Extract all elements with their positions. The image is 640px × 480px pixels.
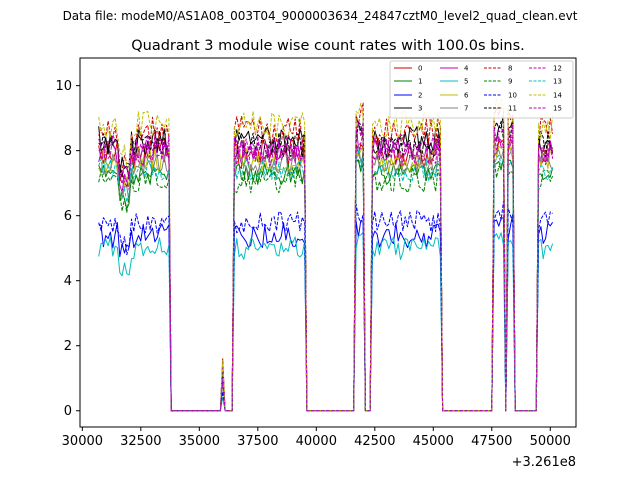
x-tick-label: 37500	[237, 434, 278, 449]
legend-label-9: 9	[508, 78, 512, 86]
y-axis: 0 2 4 6 8 10	[55, 79, 80, 419]
chart-title: Quadrant 3 module wise count rates with …	[131, 38, 525, 54]
y-tick-label: 2	[64, 339, 72, 354]
x-tick-label: 45000	[413, 434, 454, 449]
legend-label-15: 15	[553, 105, 562, 113]
legend-label-13: 13	[553, 78, 562, 86]
legend-label-8: 8	[508, 65, 512, 73]
legend-label-3: 3	[418, 105, 422, 113]
y-tick-label: 8	[64, 144, 72, 159]
legend-box	[389, 60, 574, 119]
legend-label-4: 4	[464, 65, 469, 73]
y-tick-label: 4	[64, 274, 72, 289]
legend-label-12: 12	[553, 65, 562, 73]
x-tick-label: 32500	[120, 434, 161, 449]
x-tick-label: 35000	[179, 434, 220, 449]
x-tick-label: 42500	[354, 434, 395, 449]
x-offset-label: +3.261e8	[512, 455, 576, 470]
x-tick-label: 47500	[471, 434, 512, 449]
legend-label-2: 2	[418, 92, 422, 100]
data-file-suptitle: Data file: modeM0/AS1A08_003T04_90000036…	[63, 9, 578, 23]
x-tick-label: 50000	[530, 434, 571, 449]
x-tick-label: 40000	[296, 434, 337, 449]
legend-label-14: 14	[553, 92, 562, 100]
legend-label-7: 7	[464, 105, 468, 113]
series-line-15	[98, 121, 554, 412]
legend-label-10: 10	[508, 92, 517, 100]
x-tick-label: 30000	[62, 434, 103, 449]
legend-label-5: 5	[464, 78, 468, 86]
y-tick-label: 0	[64, 404, 72, 419]
plot-frame	[79, 57, 577, 428]
legend-label-11: 11	[508, 105, 517, 113]
legend-label-1: 1	[418, 78, 422, 86]
y-tick-label: 10	[55, 79, 72, 94]
y-tick-label: 6	[64, 209, 72, 224]
legend-label-0: 0	[418, 65, 422, 73]
series-layer	[98, 98, 554, 412]
x-axis: 30000 32500 35000 37500 40000 42500 45000 47500…	[62, 427, 571, 449]
legend-label-6: 6	[464, 92, 469, 100]
